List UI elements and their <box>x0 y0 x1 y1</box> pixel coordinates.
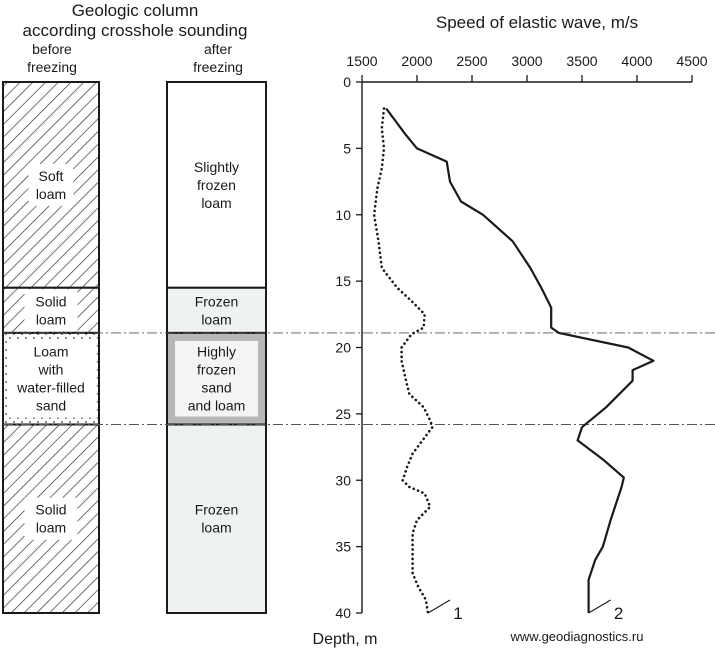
velocity-chart: Speed of elastic wave, m/s 1500 2000 2500 3… <box>3 13 715 648</box>
after-layer-2-label-box <box>185 289 248 332</box>
before-layer-2-label: Solid <box>35 293 66 309</box>
x-tick-label: 2000 <box>401 53 432 69</box>
after-layer-1-label: Slightly <box>194 159 239 175</box>
y-axis: 0 5 10 15 20 25 30 35 40 <box>335 74 363 621</box>
before-layer-3-label: with <box>38 362 64 378</box>
after-layer-4-label: Frozen <box>195 502 239 518</box>
after-layer-4-label: loam <box>201 520 231 536</box>
before-layer-1-label: Soft <box>39 168 64 184</box>
after-layer-1-label: loam <box>201 195 231 211</box>
x-axis: 1500 2000 2500 3000 3500 4000 4500 <box>346 53 708 83</box>
before-layer-1-label-box <box>28 163 74 206</box>
after-layer-3-label: sand <box>201 380 231 396</box>
before-layer-4-label-box <box>24 497 78 540</box>
after-layer-3-inner <box>175 340 258 417</box>
after-layer-4-label-box <box>185 497 248 540</box>
before-layer-3-label: water-filled <box>16 380 85 396</box>
y-tick-label: 30 <box>335 472 351 488</box>
y-axis-label: Depth, m <box>313 631 378 648</box>
series-1-label: 1 <box>453 604 462 623</box>
y-tick-label: 35 <box>335 539 351 555</box>
series-2-line <box>385 107 655 613</box>
geologic-title-line2: according crosshole sounding <box>23 21 248 40</box>
geologic-column-header: Geologic column according crosshole soun… <box>23 1 248 75</box>
y-tick-label: 40 <box>335 605 351 621</box>
x-tick-label: 4000 <box>621 53 652 69</box>
before-layer-4-label: Solid <box>35 502 66 518</box>
series-2-leader <box>588 599 611 614</box>
after-layer-3-label: and loam <box>188 398 246 414</box>
before-layer-2-label: loam <box>36 311 66 327</box>
before-layer-1-label: loam <box>36 186 66 202</box>
series-1-leader <box>427 599 451 614</box>
after-freezing-column: Slightly frozen loam Frozen loam Highly frozen… <box>166 81 267 614</box>
after-layer-3-label: frozen <box>197 362 236 378</box>
x-tick-label: 3000 <box>511 53 542 69</box>
x-tick-label: 3500 <box>566 53 597 69</box>
y-tick-label: 10 <box>335 207 351 223</box>
after-layer-2-label: loam <box>201 311 231 327</box>
series-2-label: 2 <box>614 604 623 623</box>
before-layer-2-label-box <box>24 289 78 332</box>
y-tick-label: 15 <box>335 273 351 289</box>
before-layer-3-label: sand <box>36 398 66 414</box>
before-freezing-column: Soft loam Solid loam Loam with water-filled san… <box>2 81 100 614</box>
after-layer-1-label-box <box>177 154 256 215</box>
before-layer-4-label: loam <box>36 520 66 536</box>
y-tick-label: 0 <box>343 74 351 90</box>
x-tick-label: 2500 <box>456 53 487 69</box>
reference-lines <box>3 332 715 425</box>
x-tick-label: 1500 <box>346 53 377 69</box>
after-layer-2-label: Frozen <box>195 293 239 309</box>
geologic-title-line1: Geologic column <box>72 1 199 20</box>
before-layer-3-label-box <box>7 339 95 418</box>
after-freezing-label-line1: after <box>204 41 232 57</box>
chart-title: Speed of elastic wave, m/s <box>436 13 638 32</box>
y-tick-label: 25 <box>335 406 351 422</box>
before-layer-3-label: Loam <box>33 344 68 360</box>
after-layer-1-label: frozen <box>197 177 236 193</box>
y-tick-label: 5 <box>343 140 351 156</box>
after-freezing-label-line2: freezing <box>193 59 243 75</box>
series-1-line <box>372 107 434 615</box>
x-tick-label: 4500 <box>676 53 707 69</box>
before-freezing-label-line1: before <box>32 41 72 57</box>
y-tick-label: 20 <box>335 340 351 356</box>
before-freezing-label-line2: freezing <box>27 59 77 75</box>
after-layer-3-label: Highly <box>197 344 236 360</box>
website-credit: www.geodiagnostics.ru <box>510 629 644 644</box>
